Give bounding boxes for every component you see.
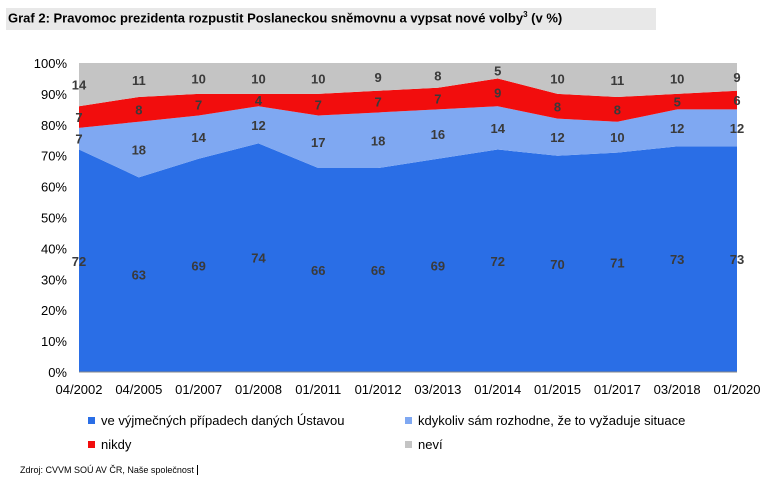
legend-item-series-3: nikdy [88,437,131,452]
chart-title-text: Graf 2: Pravomoc prezidenta rozpustit Po… [8,10,524,26]
data-label-series-2: 17 [311,135,325,150]
data-label-series-1: 66 [311,263,325,278]
y-tick-label: 10% [41,334,67,349]
chart-title-suffix: (v %) [527,10,563,26]
data-label-series-3: 8 [554,99,561,114]
y-tick-label: 40% [41,241,67,256]
legend-label-series-1: ve výjmečných případech daných Ústavou [101,413,345,428]
x-tick-label: 01/2011 [295,382,341,397]
data-label-series-2: 12 [251,118,265,133]
data-label-series-1: 69 [431,258,445,273]
area-series-1 [79,143,737,372]
data-label-series-1: 70 [550,257,564,272]
x-tick-label: 03/2013 [414,382,461,397]
y-tick-label: 50% [41,211,67,226]
y-tick-label: 100% [34,56,68,71]
data-label-series-3: 7 [315,98,322,113]
legend-label-series-3: nikdy [101,437,132,452]
legend-swatch-series-2 [405,417,412,425]
data-label-series-4: 11 [610,73,624,88]
x-tick-label: 01/2015 [534,382,581,397]
data-label-series-4: 8 [434,68,441,83]
data-label-series-2: 12 [670,121,684,136]
x-tick-label: 01/2017 [594,382,641,397]
data-label-series-2: 14 [490,121,505,136]
legend-swatch-series-1 [88,417,95,425]
data-label-series-1: 73 [670,252,684,267]
legend-swatch-series-4 [405,441,412,449]
area-series-2 [79,106,737,178]
legend-label-series-2: kdykoliv sám rozhodne, že to vyžaduje si… [418,413,686,428]
data-label-series-2: 7 [75,132,82,147]
x-tick-label: 01/2008 [235,382,282,397]
data-label-series-3: 6 [733,93,740,108]
data-label-series-4: 10 [191,71,205,86]
data-label-series-4: 5 [494,64,501,79]
y-tick-label: 90% [41,87,67,102]
data-label-series-2: 18 [132,143,146,158]
data-label-series-1: 69 [191,258,205,273]
x-tick-label: 04/2002 [56,382,103,397]
x-tick-label: 01/2014 [474,382,521,397]
data-label-series-3: 7 [434,92,441,107]
title-background [6,8,656,30]
data-label-series-1: 74 [251,251,266,266]
legend-item-series-4: neví [405,437,443,452]
data-label-series-3: 8 [614,102,621,117]
data-label-series-2: 12 [550,130,564,145]
x-tick-label: 04/2005 [115,382,162,397]
legend-item-series-1: ve výjmečných případech daných Ústavou [88,413,345,428]
y-tick-label: 20% [41,303,67,318]
data-label-series-2: 12 [730,121,744,136]
data-label-series-2: 10 [610,130,624,145]
data-label-series-3: 8 [135,102,142,117]
data-label-series-3: 5 [674,95,681,110]
data-label-series-4: 10 [311,71,325,86]
data-label-series-1: 71 [610,255,624,270]
data-label-series-1: 72 [72,254,86,269]
y-tick-label: 80% [41,118,67,133]
data-label-series-4: 9 [733,70,740,85]
data-label-series-3: 7 [75,110,82,125]
data-label-series-4: 9 [374,70,381,85]
x-tick-label: 03/2018 [654,382,701,397]
data-label-series-1: 66 [371,263,385,278]
data-label-series-4: 10 [251,71,265,86]
data-label-series-2: 16 [431,127,445,142]
data-label-series-2: 18 [371,133,385,148]
data-label-series-4: 10 [670,71,684,86]
data-label-series-3: 7 [374,95,381,110]
area-series-3 [79,78,737,128]
legend-swatch-series-3 [88,441,95,449]
y-tick-label: 70% [41,149,67,164]
data-label-series-3: 9 [494,85,501,100]
chart-title-superscript: 3 [523,10,528,19]
data-label-series-1: 73 [730,252,744,267]
data-label-series-4: 10 [550,71,564,86]
y-tick-label: 30% [41,272,67,287]
legend-item-series-2: kdykoliv sám rozhodne, že to vyžaduje si… [405,413,685,428]
data-label-series-2: 14 [191,130,206,145]
source-note: Zdroj: CVVM SOÚ AV ČR, Naše společnost [20,465,198,475]
y-tick-label: 60% [41,180,67,195]
data-label-series-3: 4 [255,93,263,108]
legend-label-series-4: neví [418,437,443,452]
chart-title: Graf 2: Pravomoc prezidenta rozpustit Po… [8,10,562,25]
area-series-4 [79,63,737,107]
y-tick-label: 0% [48,365,67,380]
x-tick-label: 01/2020 [714,382,761,397]
x-tick-label: 01/2007 [175,382,222,397]
data-label-series-1: 72 [490,254,504,269]
data-label-series-3: 7 [195,98,202,113]
x-tick-label: 01/2012 [355,382,402,397]
data-label-series-1: 63 [132,268,146,283]
data-label-series-4: 14 [72,78,87,93]
data-label-series-4: 11 [132,73,146,88]
